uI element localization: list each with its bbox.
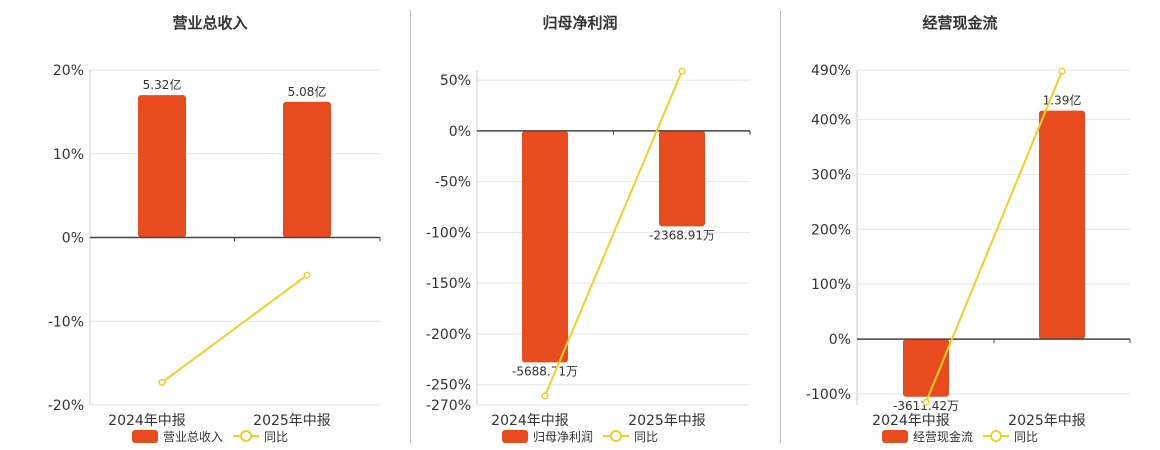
yoy-point [158,378,166,386]
bar-value-label: -5688.71万 [512,364,578,378]
bar [659,130,705,227]
legend-label: 经营现金流 [913,429,973,444]
chart-panel-2: 归母净利润 50% 0% -50% -100% -150% -200% -250% -270% -… [426,14,751,444]
yoy-line [925,70,1063,403]
yoy-point [678,67,686,75]
legend-bar-swatch [502,430,528,443]
x-tick-label: 2024年中报 [491,413,569,429]
y-tick-label: -250% [426,378,471,394]
y-tick-label: 400% [811,112,851,128]
yoy-line [161,274,308,384]
y-tick-label: -100% [426,225,471,241]
bar [138,95,186,238]
yoy-point [541,392,549,400]
bar [903,339,949,397]
yoy-line [544,70,683,397]
x-tick-label: 2025年中报 [253,413,331,429]
y-tick-label: -200% [426,327,471,343]
y-tick-label: 50% [440,73,471,89]
y-tick-label: 100% [811,277,851,293]
legend-line-marker [240,430,252,442]
x-tick-label: 2024年中报 [108,413,186,429]
y-tick-label: -10% [48,314,84,330]
y-tick-label: -20% [48,398,84,414]
x-tick-label: 2025年中报 [1008,413,1086,429]
yoy-point [922,398,930,406]
legend-bar-swatch [882,430,908,443]
x-tick-label: 2024年中报 [872,413,950,429]
bar-value-label: 5.32亿 [143,77,182,92]
y-tick-label: 490% [811,63,851,79]
y-tick-label: 200% [811,222,851,238]
legend-label: 同比 [1014,430,1038,444]
y-tick-label: -50% [435,175,471,191]
chart-title: 经营现金流 [922,14,997,32]
legend-label: 归母净利润 [533,430,593,444]
panel-divider-2 [780,10,781,443]
x-tick-label: 2025年中报 [628,413,706,429]
y-tick-label: 300% [811,167,851,183]
chart-panel-1: 营业总收入 20% 10% 0% -10% -20% 5.32亿 5.08亿 2024年中报 20… [48,14,381,444]
legend-line-marker [990,430,1002,442]
y-tick-label: 20% [53,63,84,79]
legend-label: 营业总收入 [163,430,223,444]
y-tick-label: -100% [806,387,851,403]
chart-title: 营业总收入 [172,14,247,32]
yoy-point [303,271,311,279]
panel-divider-1 [410,10,411,443]
bar-value-label: -2368.91万 [649,228,715,242]
y-tick-label: 0% [829,332,851,348]
y-tick-label: 0% [62,231,84,247]
y-tick-label: 0% [449,124,471,140]
chart-title: 归母净利润 [542,14,617,32]
chart-panel-3: 经营现金流490%400%300%200%100%0%-100%-3611.42… [806,14,1131,444]
bar [522,130,568,363]
y-tick-label: -270% [426,398,471,414]
legend-label: 同比 [634,430,658,444]
y-tick-label: -150% [426,276,471,292]
legend-line-marker [610,430,622,442]
y-tick-label: 10% [53,147,84,163]
legend-bar-swatch [132,430,158,443]
bar [1039,110,1085,340]
bar [283,101,331,238]
legend-label: 同比 [264,430,288,444]
yoy-point [1058,67,1066,75]
bar-value-label: 5.08亿 [288,84,327,99]
